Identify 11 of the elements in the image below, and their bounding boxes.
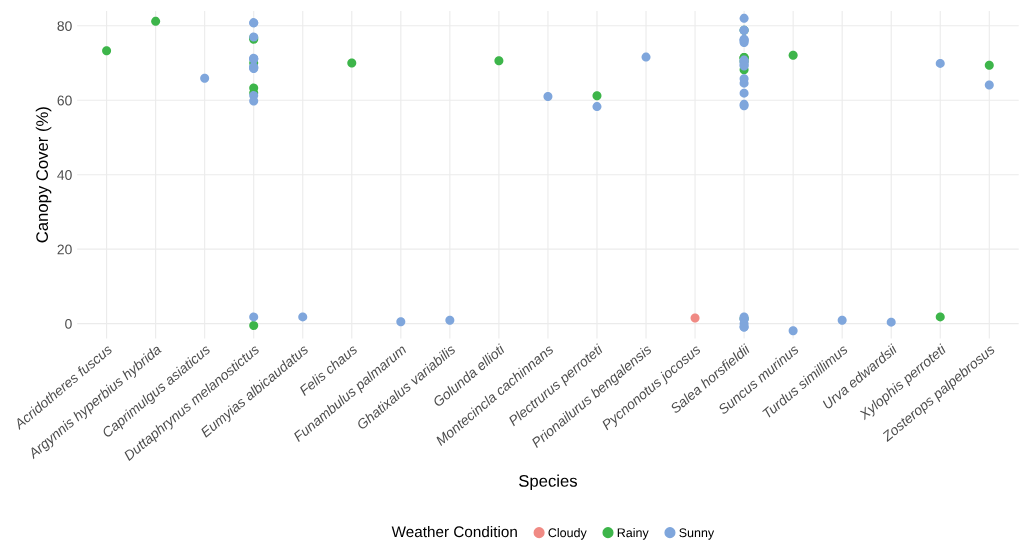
x-axis-title: Species xyxy=(519,474,577,491)
legend-label: Sunny xyxy=(679,528,715,540)
legend-label: Rainy xyxy=(617,527,649,540)
y-tick-label: 40 xyxy=(57,170,72,180)
y-tick-label: 0 xyxy=(65,318,72,329)
legend-title: Weather Condition xyxy=(391,525,517,538)
y-tick-label: 20 xyxy=(57,244,72,255)
legend-label: Cloudy xyxy=(548,527,587,540)
y-tick-label: 60 xyxy=(57,95,72,106)
y-axis-title: Canopy Cover (%) xyxy=(35,107,52,243)
y-tick-label: 80 xyxy=(57,21,72,31)
